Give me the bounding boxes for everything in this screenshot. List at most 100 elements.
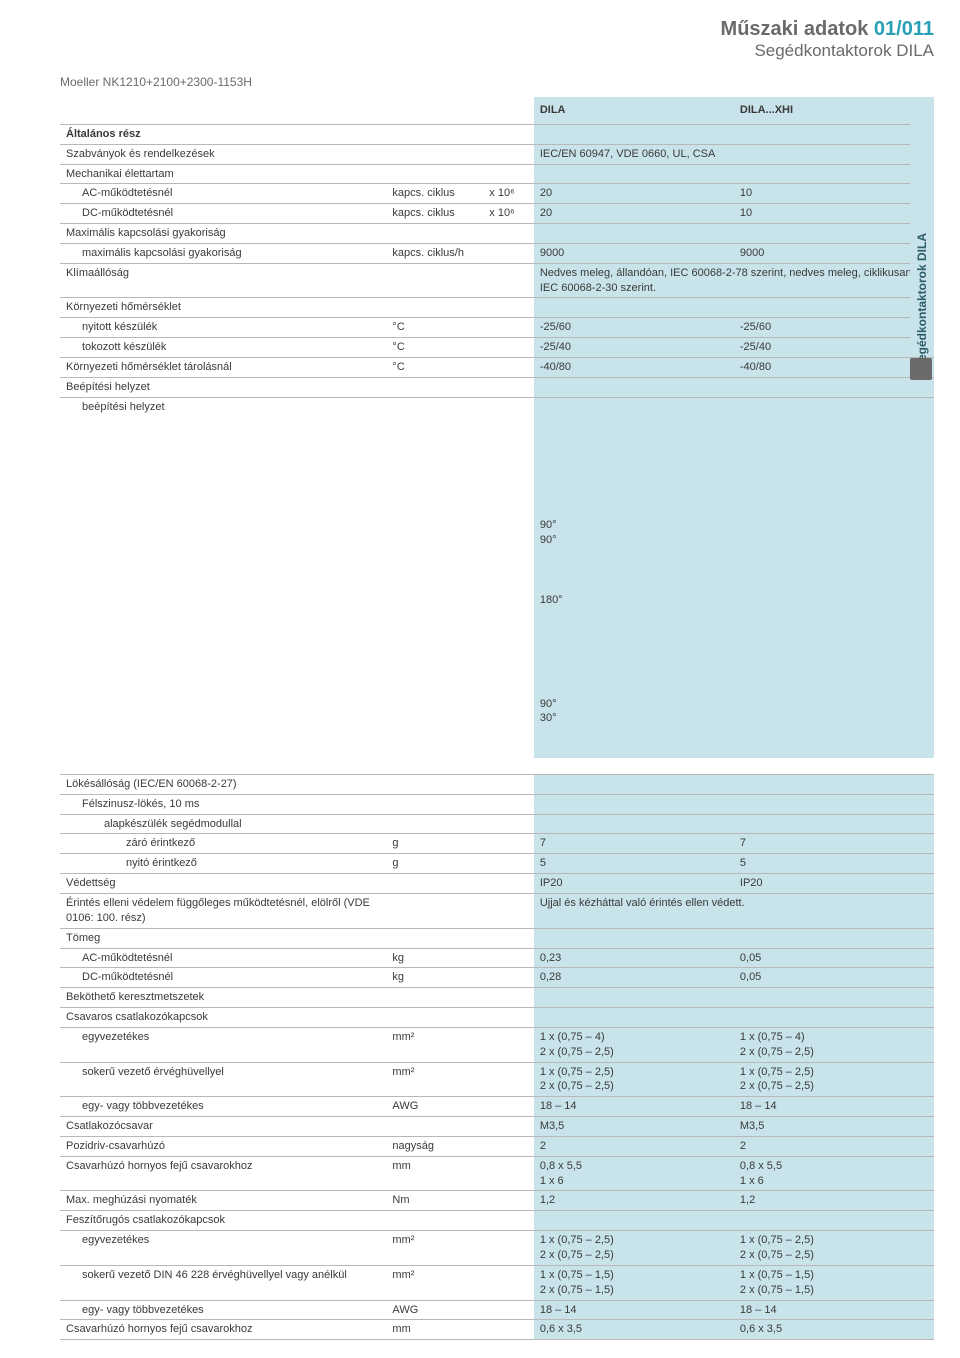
row-ferrule: sokerű vezető érvéghüvellyel xyxy=(60,1062,386,1097)
val: 0,8 x 5,51 x 6 xyxy=(734,1156,934,1191)
unit: kapcs. ciklus xyxy=(386,184,483,204)
val: 0,6 x 3,5 xyxy=(534,1320,734,1340)
row-pozi: Pozidriv-csavarhúzó xyxy=(60,1136,386,1156)
row-massac: AC-működtetésnél xyxy=(60,948,386,968)
unit: AWG xyxy=(386,1097,483,1117)
val: 0,05 xyxy=(734,948,934,968)
row-standards: Szabványok és rendelkezések xyxy=(60,144,386,164)
val-standards: IEC/EN 60947, VDE 0660, UL, CSA xyxy=(534,144,934,164)
val: 1,2 xyxy=(734,1191,934,1211)
row-maxfreq2: maximális kapcsolási gyakoriság xyxy=(60,243,386,263)
mounting-diagram: 90° 90° 180° 90° 30° xyxy=(534,397,934,758)
unit: mm² xyxy=(386,1265,483,1300)
val: 0,05 xyxy=(734,968,934,988)
row-mechlife: Mechanikai élettartam xyxy=(60,164,386,184)
row-nc: záró érintkező xyxy=(60,834,386,854)
page-subtitle: Segédkontaktorok DILA xyxy=(60,41,934,61)
row-touch: Érintés elleni védelem függőleges működt… xyxy=(60,893,386,928)
val: 1 x (0,75 – 2,5)2 x (0,75 – 2,5) xyxy=(534,1062,734,1097)
row-awg: egy- vagy többvezetékes xyxy=(60,1097,386,1117)
val-climate: Nedves meleg, állandóan, IEC 60068-2-78 … xyxy=(534,263,934,298)
row-torque: Max. meghúzási nyomaték xyxy=(60,1191,386,1211)
unit: kg xyxy=(386,948,483,968)
val: 0,28 xyxy=(534,968,734,988)
val: -40/80 xyxy=(534,357,734,377)
row-solid: egyvezetékes xyxy=(60,1027,386,1062)
unit: °C xyxy=(386,318,483,338)
val: 7 xyxy=(734,834,934,854)
row-massdc: DC-működtetésnél xyxy=(60,968,386,988)
unit: g xyxy=(386,854,483,874)
unit: kg xyxy=(386,968,483,988)
col-head-dila: DILA xyxy=(534,97,734,124)
row-maxfreq: Maximális kapcsolási gyakoriság xyxy=(60,224,386,244)
row-enclosed: tokozott készülék xyxy=(60,338,386,358)
val: 9000 xyxy=(734,243,934,263)
val: 9000 xyxy=(534,243,734,263)
val: 5 xyxy=(734,854,934,874)
val: 20 xyxy=(534,184,734,204)
row-mount: Beépítési helyzet xyxy=(60,377,386,397)
val: -25/40 xyxy=(534,338,734,358)
unit: kapcs. ciklus xyxy=(386,204,483,224)
row-mount2: beépítési helyzet xyxy=(60,397,386,758)
unit: mm² xyxy=(386,1231,483,1266)
val: 0,8 x 5,51 x 6 xyxy=(534,1156,734,1191)
row-ac: AC-működtetésnél xyxy=(60,184,386,204)
unit: °C xyxy=(386,357,483,377)
val: 1 x (0,75 – 2,5)2 x (0,75 – 2,5) xyxy=(534,1231,734,1266)
val: 5 xyxy=(534,854,734,874)
row-spring: Feszítőrugós csatlakozókapcsok xyxy=(60,1211,386,1231)
val: 0,6 x 3,5 xyxy=(734,1320,934,1340)
row-spawg: egy- vagy többvezetékes xyxy=(60,1300,386,1320)
page: Segédkontaktorok DILA Műszaki adatok 01/… xyxy=(60,18,934,1340)
val: 2 xyxy=(534,1136,734,1156)
unit: mm² xyxy=(386,1027,483,1062)
val: 20 xyxy=(534,204,734,224)
val: M3,5 xyxy=(534,1117,734,1137)
unit: Nm xyxy=(386,1191,483,1211)
val-touch: Ujjal és kézháttal való érintés ellen vé… xyxy=(534,893,934,928)
unit: g xyxy=(386,834,483,854)
val: M3,5 xyxy=(734,1117,934,1137)
col-head-dila-xhi: DILA...XHI xyxy=(734,97,934,124)
unit: kapcs. ciklus/h xyxy=(386,243,483,263)
unit: mm² xyxy=(386,1062,483,1097)
val: 1 x (0,75 – 1,5)2 x (0,75 – 1,5) xyxy=(734,1265,934,1300)
val: 18 – 14 xyxy=(534,1097,734,1117)
val: 1 x (0,75 – 2,5)2 x (0,75 – 2,5) xyxy=(734,1231,934,1266)
val: -25/60 xyxy=(734,318,934,338)
val: 18 – 14 xyxy=(734,1300,934,1320)
val: 1 x (0,75 – 4)2 x (0,75 – 2,5) xyxy=(534,1027,734,1062)
val: 0,23 xyxy=(534,948,734,968)
unit: AWG xyxy=(386,1300,483,1320)
row-open: nyitott készülék xyxy=(60,318,386,338)
section-heading: Általános rész xyxy=(60,124,386,144)
val: IP20 xyxy=(534,874,734,894)
spec-table-1: DILA DILA...XHI Általános rész Szabványo… xyxy=(60,97,934,758)
unit: nagyság xyxy=(386,1136,483,1156)
unit: °C xyxy=(386,338,483,358)
row-ip: Védettség xyxy=(60,874,386,894)
row-din228: sokerű vezető DIN 46 228 érvéghüvellyel … xyxy=(60,1265,386,1300)
val: 10 xyxy=(734,184,934,204)
page-header: Műszaki adatok 01/011 Segédkontaktorok D… xyxy=(60,18,934,61)
val: 1 x (0,75 – 1,5)2 x (0,75 – 1,5) xyxy=(534,1265,734,1300)
row-half: Félszinusz-lökés, 10 ms xyxy=(60,794,386,814)
spec-table-2: Lökésállóság (IEC/EN 60068-2-27) Félszin… xyxy=(60,774,934,1340)
val: IP20 xyxy=(734,874,934,894)
row-cross: Beköthető keresztmetszetek xyxy=(60,988,386,1008)
val: -40/80 xyxy=(734,357,934,377)
val: -25/60 xyxy=(534,318,734,338)
unit: mm xyxy=(386,1320,483,1340)
row-scr: Csatlakozócsavar xyxy=(60,1117,386,1137)
row-slot: Csavarhúzó hornyos fejű csavarokhoz xyxy=(60,1156,386,1191)
val: 10 xyxy=(734,204,934,224)
pre: x 10⁶ xyxy=(483,204,534,224)
val: 1,2 xyxy=(534,1191,734,1211)
row-no: nyitó érintkező xyxy=(60,854,386,874)
title-prefix: Műszaki adatok xyxy=(721,18,874,40)
contactor-icon xyxy=(910,358,932,380)
row-climate: Klímaállóság xyxy=(60,263,386,298)
row-ambtemp: Környezeti hőmérséklet xyxy=(60,298,386,318)
